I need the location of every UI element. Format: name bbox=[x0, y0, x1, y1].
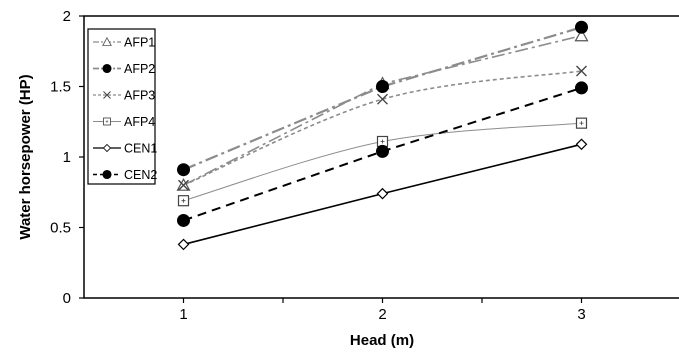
data-point-cen1 bbox=[376, 187, 389, 200]
legend-marker bbox=[103, 117, 111, 126]
data-point-cen1 bbox=[177, 238, 190, 251]
x-axis-title: Head (m) bbox=[350, 332, 414, 349]
x-axis-ticks: 1 2 3 bbox=[179, 298, 586, 323]
y-axis-title: Water horsepower (HP) bbox=[17, 74, 34, 239]
data-point-afp4 bbox=[177, 195, 190, 207]
y-tick-label: 1.5 bbox=[50, 79, 71, 96]
legend-label: AFP2 bbox=[124, 62, 155, 76]
legend-label: AFP4 bbox=[124, 115, 155, 129]
y-tick-label: 0 bbox=[63, 290, 71, 307]
data-point-afp3 bbox=[178, 179, 189, 191]
legend-marker bbox=[102, 169, 112, 180]
legend-label: CEN1 bbox=[124, 142, 157, 156]
x-tick-label: 2 bbox=[378, 306, 386, 323]
data-point-afp2 bbox=[177, 163, 190, 177]
data-point-afp3 bbox=[377, 93, 388, 105]
series-line-afp1 bbox=[183, 34, 582, 186]
data-point-cen2 bbox=[376, 144, 389, 158]
legend-label: AFP1 bbox=[124, 36, 155, 50]
x-tick-label: 1 bbox=[179, 306, 187, 323]
series-line-afp2 bbox=[183, 26, 582, 171]
legend-marker bbox=[102, 63, 112, 74]
legend: AFP1 AFP2 AFP3 AFP4 CEN1 CEN2 bbox=[87, 28, 157, 185]
data-point-afp2 bbox=[575, 20, 588, 34]
data-point-cen2 bbox=[177, 213, 190, 227]
y-tick-label: 2 bbox=[63, 8, 71, 25]
legend-marker bbox=[102, 36, 112, 46]
data-point-afp4 bbox=[575, 117, 588, 129]
legend-label: CEN2 bbox=[124, 168, 157, 182]
y-axis-ticks: 0 0.5 1 1.5 2 bbox=[50, 8, 84, 307]
x-tick-label: 3 bbox=[577, 306, 585, 323]
legend-marker bbox=[103, 91, 111, 99]
legend-box bbox=[87, 28, 156, 185]
data-point-cen1 bbox=[575, 138, 588, 151]
y-tick-label: 1 bbox=[63, 149, 71, 166]
series-line-afp3 bbox=[183, 70, 582, 186]
data-point-afp3 bbox=[576, 65, 587, 77]
legend-label: AFP3 bbox=[124, 89, 155, 103]
y-tick-label: 0.5 bbox=[50, 220, 71, 237]
legend-marker bbox=[102, 143, 112, 153]
data-point-afp1 bbox=[574, 28, 589, 42]
data-point-cen2 bbox=[575, 81, 588, 95]
data-point-afp2 bbox=[376, 80, 389, 93]
series-layer bbox=[176, 20, 589, 251]
